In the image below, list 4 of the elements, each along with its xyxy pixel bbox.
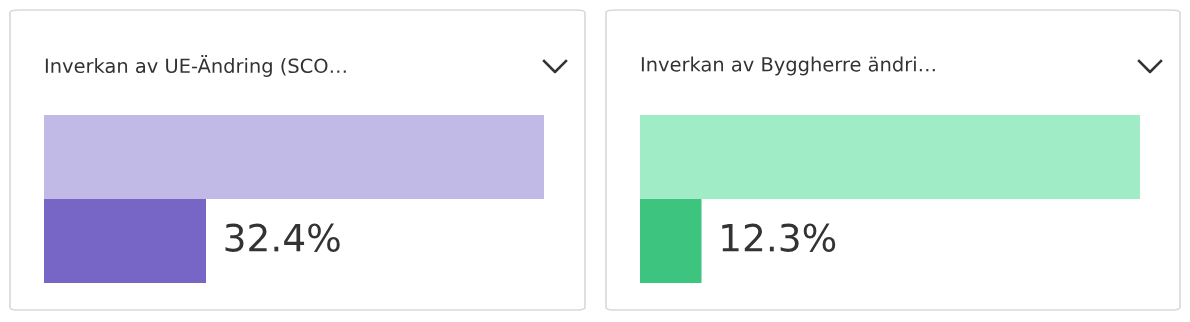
chart-title: Inverkan av Byggherre ändri… xyxy=(641,56,935,76)
data-label: 12.3% xyxy=(722,223,836,252)
chart-title: Inverkan av UE-Ändring (SCO… xyxy=(45,55,346,77)
data-label: 32.4% xyxy=(225,223,340,252)
